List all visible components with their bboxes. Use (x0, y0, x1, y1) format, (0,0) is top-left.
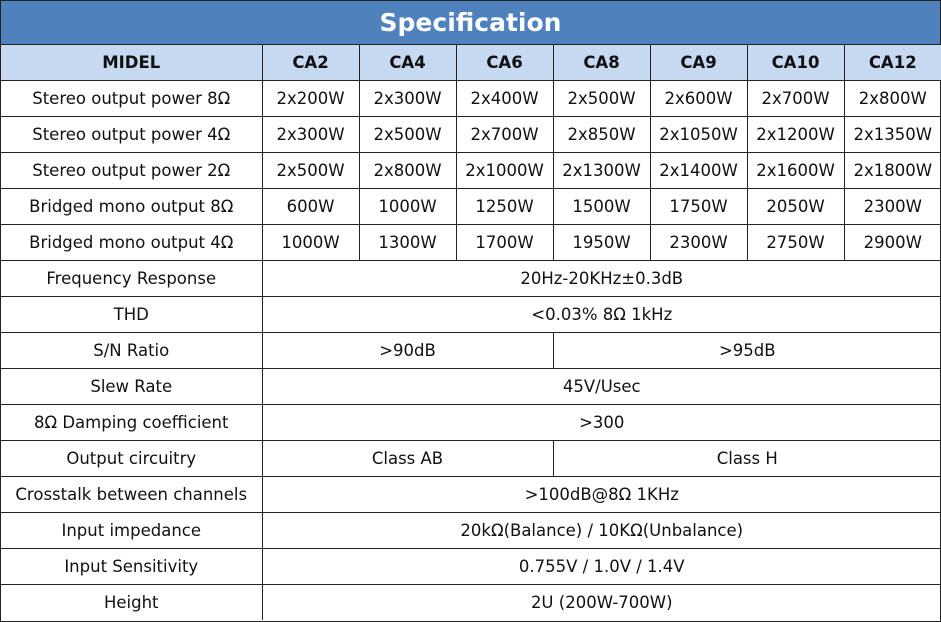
value-cell: >95dB (552, 332, 941, 369)
value-cell: 2x500W (358, 116, 457, 153)
table-row: Slew Rate 45V/Usec (1, 368, 941, 405)
value-cell: 2x1050W (649, 116, 748, 153)
row-label: THD (1, 296, 263, 333)
table-row: S/N Ratio >90dB >95dB (1, 332, 941, 369)
value-cell: 2x1350W (843, 116, 941, 153)
value-cell: 2x400W (455, 80, 554, 117)
value-cell: 2x700W (746, 80, 845, 117)
header-ca6: CA6 (455, 45, 554, 81)
value-cell: 2x500W (552, 80, 651, 117)
table-row: Stereo output power 2Ω 2x500W 2x800W 2x1000… (1, 152, 941, 189)
table-row: THD <0.03% 8Ω 1kHz (1, 296, 941, 333)
value-cell: 1250W (455, 188, 554, 225)
value-cell: 2750W (746, 224, 845, 261)
value-cell: 2U (200W-700W) (261, 584, 941, 620)
value-cell: >300 (261, 404, 941, 441)
value-cell: 1950W (552, 224, 651, 261)
header-ca4: CA4 (358, 45, 457, 81)
header-row: MIDEL CA2 CA4 CA6 CA8 CA9 CA10 CA12 (1, 45, 941, 81)
value-cell: 2x800W (843, 80, 941, 117)
value-cell: Class H (552, 440, 941, 477)
header-ca2: CA2 (261, 45, 360, 81)
row-label: 8Ω Damping coefficient (1, 404, 263, 441)
table-row: Stereo output power 4Ω 2x300W 2x500W 2x700W… (1, 116, 941, 153)
value-cell: Class AB (261, 440, 554, 477)
row-label: Slew Rate (1, 368, 263, 405)
header-ca8: CA8 (552, 45, 651, 81)
value-cell: 2x700W (455, 116, 554, 153)
row-label: Input impedance (1, 512, 263, 549)
value-cell: 600W (261, 188, 360, 225)
table-row: Height 2U (200W-700W) (1, 584, 941, 620)
value-cell: >100dB@8Ω 1KHz (261, 476, 941, 513)
value-cell: 2300W (843, 188, 941, 225)
table-row: Output circuitry Class AB Class H (1, 440, 941, 477)
header-ca10: CA10 (746, 45, 845, 81)
table-row: 8Ω Damping coefficient >300 (1, 404, 941, 441)
row-label: Output circuitry (1, 440, 263, 477)
header-model: MIDEL (1, 45, 263, 81)
value-cell: 2x1300W (552, 152, 651, 189)
value-cell: 1500W (552, 188, 651, 225)
value-cell: 2900W (843, 224, 941, 261)
spec-table: MIDEL CA2 CA4 CA6 CA8 CA9 CA10 CA12 Stereo outp… (1, 45, 941, 620)
value-cell: 2x300W (261, 116, 360, 153)
value-cell: <0.03% 8Ω 1kHz (261, 296, 941, 333)
value-cell: 2x200W (261, 80, 360, 117)
row-label: Frequency Response (1, 260, 263, 297)
value-cell: 2x1400W (649, 152, 748, 189)
value-cell: 1750W (649, 188, 748, 225)
value-cell: 2300W (649, 224, 748, 261)
value-cell: 2x300W (358, 80, 457, 117)
table-row: Input impedance 20kΩ(Balance) / 10KΩ(Unba… (1, 512, 941, 549)
value-cell: 1700W (455, 224, 554, 261)
value-cell: 1000W (358, 188, 457, 225)
value-cell: 2x800W (358, 152, 457, 189)
row-label: Crosstalk between channels (1, 476, 263, 513)
row-label: Stereo output power 8Ω (1, 80, 263, 117)
value-cell: 20Hz-20KHz±0.3dB (261, 260, 941, 297)
value-cell: 2x1800W (843, 152, 941, 189)
table-row: Input Sensitivity 0.755V / 1.0V / 1.4V (1, 548, 941, 585)
row-label: S/N Ratio (1, 332, 263, 369)
value-cell: 2050W (746, 188, 845, 225)
header-ca9: CA9 (649, 45, 748, 81)
value-cell: 2x600W (649, 80, 748, 117)
row-label: Bridged mono output 8Ω (1, 188, 263, 225)
value-cell: 1000W (261, 224, 360, 261)
table-row: Frequency Response 20Hz-20KHz±0.3dB (1, 260, 941, 297)
row-label: Input Sensitivity (1, 548, 263, 585)
row-label: Bridged mono output 4Ω (1, 224, 263, 261)
value-cell: 2x500W (261, 152, 360, 189)
spec-title: Specification (1, 1, 940, 45)
table-row: Bridged mono output 4Ω 1000W 1300W 1700W 195… (1, 224, 941, 261)
row-label: Stereo output power 2Ω (1, 152, 263, 189)
value-cell: 45V/Usec (261, 368, 941, 405)
value-cell: >90dB (261, 332, 554, 369)
row-label: Height (1, 584, 263, 620)
value-cell: 1300W (358, 224, 457, 261)
table-row: Stereo output power 8Ω 2x200W 2x300W 2x400W… (1, 80, 941, 117)
value-cell: 2x1200W (746, 116, 845, 153)
value-cell: 20kΩ(Balance) / 10KΩ(Unbalance) (261, 512, 941, 549)
value-cell: 2x850W (552, 116, 651, 153)
header-ca12: CA12 (843, 45, 941, 81)
table-row: Bridged mono output 8Ω 600W 1000W 1250W 1500… (1, 188, 941, 225)
table-row: Crosstalk between channels >100dB@8Ω 1KHz (1, 476, 941, 513)
value-cell: 2x1000W (455, 152, 554, 189)
value-cell: 2x1600W (746, 152, 845, 189)
value-cell: 0.755V / 1.0V / 1.4V (261, 548, 941, 585)
row-label: Stereo output power 4Ω (1, 116, 263, 153)
